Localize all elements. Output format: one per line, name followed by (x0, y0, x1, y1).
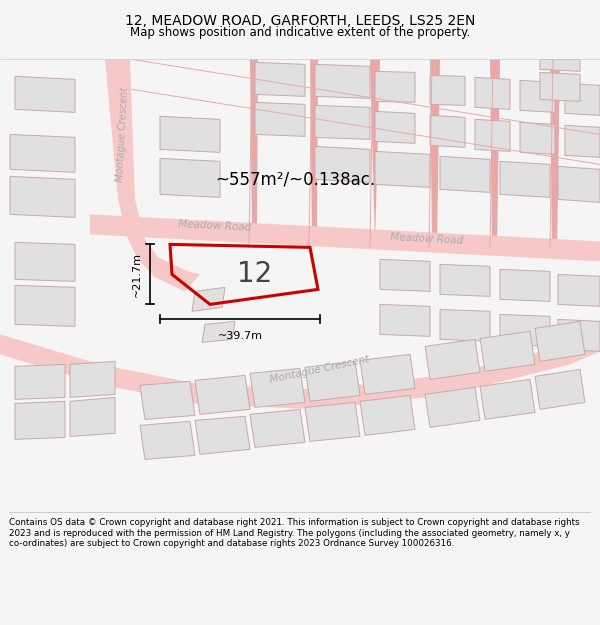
Polygon shape (430, 59, 440, 244)
Polygon shape (250, 409, 305, 447)
Text: Montague Crescent: Montague Crescent (115, 87, 130, 182)
Polygon shape (10, 176, 75, 217)
Text: Contains OS data © Crown copyright and database right 2021. This information is : Contains OS data © Crown copyright and d… (9, 518, 580, 548)
Polygon shape (360, 354, 415, 394)
Polygon shape (15, 286, 75, 326)
Polygon shape (430, 76, 465, 106)
Text: 12: 12 (238, 261, 272, 288)
Polygon shape (370, 59, 380, 244)
Polygon shape (430, 116, 465, 148)
Polygon shape (315, 146, 370, 182)
Polygon shape (500, 161, 550, 198)
Polygon shape (255, 62, 305, 96)
Polygon shape (15, 401, 65, 439)
Polygon shape (475, 78, 510, 109)
Polygon shape (315, 106, 370, 139)
Polygon shape (192, 288, 225, 311)
Polygon shape (90, 214, 600, 261)
Polygon shape (480, 331, 535, 371)
Text: Meadow Road: Meadow Road (390, 232, 464, 246)
Polygon shape (250, 59, 258, 231)
Polygon shape (558, 166, 600, 202)
Polygon shape (480, 379, 535, 419)
Text: Montague Crescent: Montague Crescent (269, 354, 371, 385)
Polygon shape (535, 321, 585, 361)
Polygon shape (315, 64, 370, 98)
Polygon shape (535, 369, 585, 409)
Polygon shape (140, 421, 195, 459)
Polygon shape (565, 83, 600, 116)
Polygon shape (70, 361, 115, 398)
Polygon shape (105, 59, 200, 291)
Polygon shape (360, 396, 415, 436)
Polygon shape (425, 388, 480, 428)
Text: ~39.7m: ~39.7m (218, 331, 263, 341)
Polygon shape (500, 314, 550, 346)
Polygon shape (140, 381, 195, 419)
Polygon shape (15, 76, 75, 112)
Polygon shape (0, 331, 600, 409)
Polygon shape (475, 119, 510, 151)
Polygon shape (15, 364, 65, 399)
Polygon shape (558, 274, 600, 306)
Polygon shape (250, 368, 305, 408)
Polygon shape (202, 321, 235, 342)
Polygon shape (540, 72, 580, 101)
Polygon shape (558, 319, 600, 351)
Polygon shape (310, 59, 318, 239)
Polygon shape (380, 304, 430, 336)
Text: 12, MEADOW ROAD, GARFORTH, LEEDS, LS25 2EN: 12, MEADOW ROAD, GARFORTH, LEEDS, LS25 2… (125, 14, 475, 28)
Polygon shape (305, 361, 360, 401)
Polygon shape (540, 59, 580, 71)
Polygon shape (565, 126, 600, 158)
Polygon shape (375, 71, 415, 102)
Polygon shape (440, 156, 490, 192)
Polygon shape (15, 242, 75, 281)
Polygon shape (440, 309, 490, 341)
Polygon shape (195, 376, 250, 414)
Polygon shape (425, 339, 480, 379)
Polygon shape (550, 59, 560, 254)
Text: ~21.7m: ~21.7m (132, 252, 142, 297)
Polygon shape (375, 111, 415, 143)
Polygon shape (375, 151, 430, 188)
Polygon shape (305, 402, 360, 441)
Polygon shape (160, 116, 220, 152)
Polygon shape (255, 102, 305, 136)
Polygon shape (520, 122, 555, 154)
Polygon shape (195, 416, 250, 454)
Polygon shape (490, 59, 500, 249)
Polygon shape (380, 259, 430, 291)
Polygon shape (70, 398, 115, 436)
Polygon shape (160, 158, 220, 198)
Polygon shape (520, 81, 555, 112)
Text: Meadow Road: Meadow Road (178, 219, 251, 233)
Text: Map shows position and indicative extent of the property.: Map shows position and indicative extent… (130, 26, 470, 39)
Polygon shape (10, 134, 75, 172)
Polygon shape (500, 269, 550, 301)
Polygon shape (440, 264, 490, 296)
Text: ~557m²/~0.138ac.: ~557m²/~0.138ac. (215, 171, 375, 188)
